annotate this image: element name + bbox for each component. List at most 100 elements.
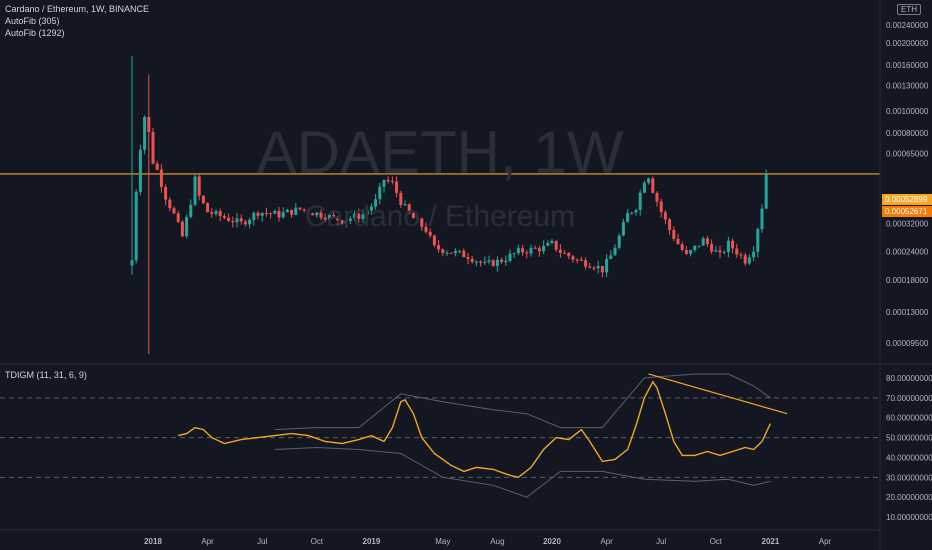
candle-body [735,248,739,255]
oscillator-axis-tick-label: 80.00000000 [886,374,932,383]
time-axis-tick-label: Apr [819,537,832,546]
candle-body [479,261,483,263]
price-axis-tick-label: 0.00100000 [886,107,929,116]
price-axis-tick-label: 0.00065000 [886,150,929,159]
candle-body [159,169,163,187]
candle-body [600,265,604,273]
currency-button[interactable]: ETH [897,4,921,15]
candle-body [403,204,407,206]
candle-body [168,199,172,209]
candle-body [264,212,268,214]
candle-body [714,250,718,252]
candle-body [487,260,491,262]
candle-body [743,255,747,264]
candle-body [693,245,697,251]
candle-body [365,210,369,215]
candlestick-series [130,56,768,354]
candle-body [525,252,529,254]
candle-body [516,248,520,254]
oscillator-axis-tick-label: 50.00000000 [886,434,932,443]
candle-body [512,253,516,255]
candle-body [348,218,352,221]
oscillator-title: TDIGM (11, 31, 6, 9) [5,370,87,380]
candle-body [172,208,176,214]
candle-body [588,266,592,268]
candle-body [151,131,155,164]
candle-body [739,254,743,256]
candle-body [340,220,344,224]
candle-body [197,176,201,196]
candle-body [684,249,688,254]
last-price-tag: 0.00052671 [882,206,932,217]
candle-body [537,248,541,252]
candle-body [453,250,457,254]
candle-body [235,218,239,223]
candle-body [563,252,567,254]
candle-body [269,213,273,215]
candle-body [218,211,222,217]
candle-body [327,215,331,220]
candle-body [256,212,260,216]
candle-body [424,226,428,232]
candle-body [319,212,323,218]
divergence-trendline [648,373,788,415]
candle-body [378,186,382,200]
candle-body [642,182,646,193]
candle-body [546,242,550,246]
candle-body [756,229,760,252]
candle-body [726,240,730,253]
candle-body [638,192,642,211]
candle-body [722,252,726,254]
candle-body [395,181,399,193]
candle-body [277,210,281,218]
candle-body [697,245,701,247]
candle-body [764,174,768,209]
candle-body [491,260,495,266]
candle-body [542,245,546,252]
price-axis-tick-label: 0.00032000 [886,219,929,228]
candle-body [449,252,453,254]
indicator-autofib-1292[interactable]: AutoFib (1292) [5,28,65,38]
candle-body [134,191,138,261]
candle-body [672,230,676,239]
candle-body [567,252,571,257]
candle-body [239,218,243,222]
candle-body [579,259,583,261]
candle-body [189,204,193,217]
candle-body [571,256,575,260]
candle-body [705,238,709,244]
candle-body [584,260,588,267]
time-axis-tick-label: Apr [600,537,613,546]
candle-body [596,265,600,269]
upper-band-line [274,373,771,431]
candle-body [407,204,411,214]
candle-body [227,217,231,222]
candle-body [651,178,655,193]
price-axis-tick-label: 0.00024000 [886,248,929,257]
candle-body [386,179,390,182]
candle-body [630,212,634,214]
candle-body [248,219,252,225]
symbol-title[interactable]: Cardano / Ethereum, 1W, BINANCE [5,4,150,14]
candle-body [500,259,504,263]
candle-body [663,212,667,220]
candle-body [176,213,180,222]
candle-body [374,199,378,207]
candle-body [483,261,487,263]
indicator-autofib-305[interactable]: AutoFib (305) [5,16,60,26]
candle-body [231,221,235,223]
candle-body [285,209,289,213]
candle-body [474,261,478,263]
candle-body [180,221,184,237]
time-axis-tick-label: Jul [257,537,267,546]
candle-body [138,149,142,192]
candle-body [416,218,420,220]
candle-body [281,212,285,218]
candle-body [521,248,525,253]
candle-body [621,222,625,236]
candle-body [210,212,214,214]
candle-body [441,249,445,254]
candle-body [676,238,680,245]
candle-body [550,240,554,243]
